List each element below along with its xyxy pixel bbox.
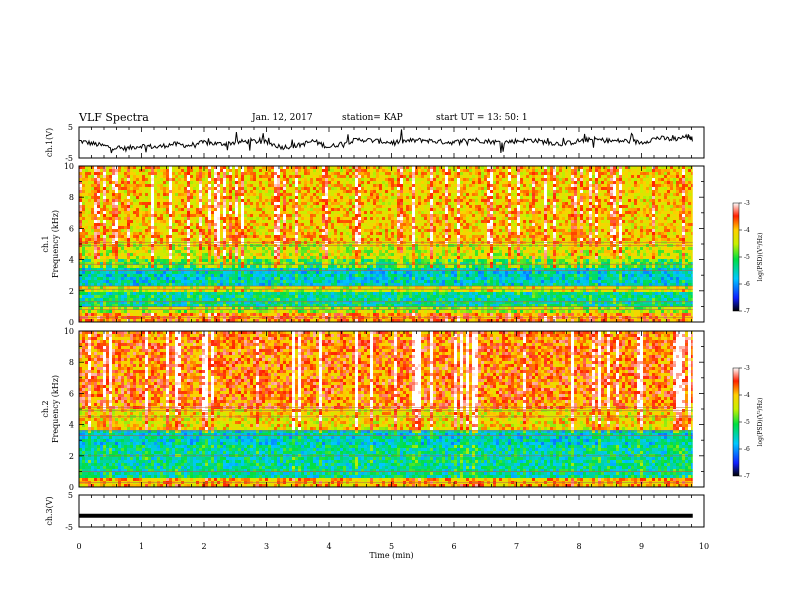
start-time-label: start UT = 13: 50: 1 (436, 113, 528, 123)
colorbar (732, 367, 740, 477)
date-label: Jan. 12, 2017 (252, 113, 313, 123)
no-data-strip (692, 331, 704, 487)
colorbar-tick-label: -3 (744, 200, 750, 207)
x-tick-label: 3 (264, 542, 269, 551)
y-tick-label: 5 (68, 123, 73, 132)
x-tick-label: 6 (451, 542, 456, 551)
y-axis-label: Frequency (kHz) (51, 375, 60, 443)
x-tick-label: 9 (639, 542, 644, 551)
y-tick-label: 2 (69, 287, 74, 296)
colorbar-label: log(PSD)(V²/Hz) (757, 398, 764, 447)
colorbar-tick-label: -4 (744, 392, 750, 399)
y-tick-label: 0 (69, 483, 74, 492)
y-tick-label: 0 (69, 318, 74, 327)
y-tick-label: 4 (69, 256, 74, 265)
y-tick-label: 5 (68, 491, 73, 500)
y-tick-label: 4 (69, 421, 74, 430)
ch1-spectrogram (79, 166, 703, 322)
x-axis-label: Time (min) (369, 551, 413, 560)
y-axis-label: Frequency (kHz) (51, 210, 60, 278)
x-tick-label: 0 (76, 542, 81, 551)
y-tick-label: -5 (65, 154, 73, 163)
colorbar (732, 202, 740, 312)
y-tick-label: 8 (69, 358, 74, 367)
no-data-strip (692, 166, 704, 322)
y-tick-label: 2 (69, 452, 74, 461)
x-tick-label: 1 (139, 542, 144, 551)
channel-label: ch.2 (41, 400, 50, 417)
y-tick-label: 6 (69, 224, 74, 233)
colorbar-tick-label: -6 (744, 446, 750, 453)
x-tick-label: 4 (326, 542, 331, 551)
y-tick-label: 8 (69, 193, 74, 202)
channel-label: ch.1 (41, 235, 50, 252)
x-tick-label: 2 (201, 542, 206, 551)
station-label: station= KAP (342, 113, 403, 123)
y-tick-label: 6 (69, 389, 74, 398)
colorbar-tick-label: -6 (744, 281, 750, 288)
chart-title: VLF Spectra (79, 111, 149, 124)
x-tick-label: 7 (514, 542, 519, 551)
ch2-spectrogram (79, 331, 703, 487)
x-tick-label: 10 (699, 542, 709, 551)
colorbar-tick-label: -7 (744, 308, 750, 315)
y-axis-label: ch.3(V) (45, 496, 54, 525)
y-tick-label: 10 (64, 162, 74, 171)
ch1-trace (78, 129, 693, 154)
colorbar-tick-label: -7 (744, 473, 750, 480)
y-tick-label: -5 (65, 523, 73, 532)
colorbar-tick-label: -3 (744, 365, 750, 372)
colorbar-tick-label: -5 (744, 419, 750, 426)
colorbar-tick-label: -5 (744, 254, 750, 261)
x-tick-label: 5 (389, 542, 394, 551)
y-axis-label: ch.1(V) (45, 128, 54, 157)
y-tick-label: 10 (64, 327, 74, 336)
colorbar-label: log(PSD)(V²/Hz) (757, 233, 764, 282)
colorbar-tick-label: -4 (744, 227, 750, 234)
x-tick-label: 8 (576, 542, 581, 551)
